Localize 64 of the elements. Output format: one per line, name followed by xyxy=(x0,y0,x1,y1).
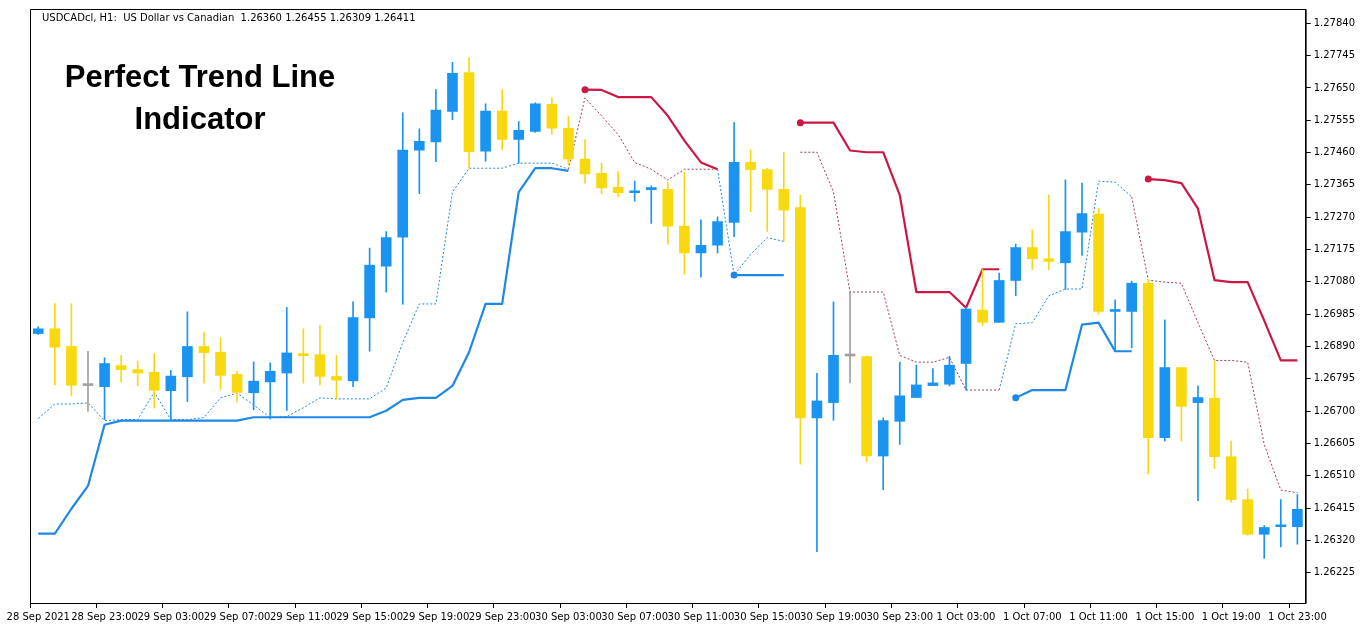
x-tick-label: 1 Oct 03:00 xyxy=(936,610,996,622)
candlestick xyxy=(49,303,61,386)
candlestick xyxy=(413,128,425,195)
x-tick-label: 30 Sep 11:00 xyxy=(667,610,735,622)
point xyxy=(796,119,804,127)
candlestick xyxy=(82,350,94,412)
x-tick-label: 29 Sep 15:00 xyxy=(336,610,403,622)
y-tick-label: 1.27460 xyxy=(1313,146,1356,158)
candlestick xyxy=(645,185,657,224)
y-tick-label: 1.27745 xyxy=(1313,49,1356,61)
candlestick xyxy=(612,171,624,198)
point xyxy=(1012,394,1020,402)
y-tick-label: 1.26700 xyxy=(1313,404,1356,416)
candlestick xyxy=(695,219,707,278)
candlestick xyxy=(1192,385,1204,501)
x-tick-label: 1 Oct 15:00 xyxy=(1135,610,1195,622)
x-tick-label: 1 Oct 19:00 xyxy=(1201,610,1261,622)
y-tick-label: 1.26225 xyxy=(1313,566,1356,578)
y-tick-label: 1.26795 xyxy=(1313,372,1356,384)
y-tick-label: 1.26415 xyxy=(1313,501,1356,513)
x-tick-label: 29 Sep 07:00 xyxy=(203,610,271,622)
x-tick-label: 29 Sep 03:00 xyxy=(137,610,205,622)
x-tick-label: 30 Sep 23:00 xyxy=(866,610,934,622)
y-tick-label: 1.27840 xyxy=(1313,16,1356,28)
y-tick-label: 1.26605 xyxy=(1313,437,1356,449)
x-tick-label: 1 Oct 11:00 xyxy=(1069,610,1128,622)
x-tick-label: 30 Sep 07:00 xyxy=(601,610,669,622)
y-tick-label: 1.26890 xyxy=(1313,340,1356,352)
candlestick xyxy=(264,362,276,420)
x-tick-label: 30 Sep 15:00 xyxy=(733,610,801,622)
candlestick xyxy=(132,360,144,387)
text: Perfect Trend Line Indicator xyxy=(63,58,337,138)
y-tick-label: 1.27080 xyxy=(1313,275,1356,287)
x-tick-label: 1 Oct 23:00 xyxy=(1267,610,1327,622)
x-tick-label: 28 Sep 2021 xyxy=(6,610,70,622)
candlestick xyxy=(1109,299,1121,352)
x-tick-label: 29 Sep 11:00 xyxy=(269,610,337,622)
x-tick-label: 1 Oct 07:00 xyxy=(1002,610,1062,622)
point xyxy=(730,271,738,279)
candlestick xyxy=(811,373,823,552)
y-tick-label: 1.26320 xyxy=(1313,534,1356,545)
candlestick xyxy=(1043,194,1055,270)
x-tick-label: 30 Sep 03:00 xyxy=(535,610,602,622)
candlestick xyxy=(1258,525,1270,559)
y-tick-label: 1.27175 xyxy=(1313,243,1356,255)
candlestick xyxy=(629,180,641,202)
candlestick xyxy=(198,331,210,384)
candlestick xyxy=(1275,499,1287,548)
x-tick-label: 29 Sep 23:00 xyxy=(468,610,536,622)
y-tick-label: 1.26510 xyxy=(1313,469,1356,481)
x-tick-label: 28 Sep 23:00 xyxy=(71,610,138,622)
candlestick xyxy=(115,355,127,383)
y-tick-label: 1.27650 xyxy=(1313,81,1356,93)
y-tick-label: 1.27270 xyxy=(1313,210,1356,222)
candlestick xyxy=(281,307,293,411)
point xyxy=(581,86,589,94)
y-tick-label: 1.27365 xyxy=(1313,178,1356,190)
chart-subtitle: USDCADcl, H1: US Dollar vs Canadian 1.26360 1.26455 1.26309 1.26411 xyxy=(40,12,418,23)
y-tick-label: 1.26985 xyxy=(1313,307,1356,319)
x-tick-label: 30 Sep 19:00 xyxy=(800,610,867,622)
point xyxy=(1144,175,1152,183)
x-tick-label: 29 Sep 19:00 xyxy=(402,610,470,622)
y-tick-label: 1.27555 xyxy=(1313,113,1356,125)
candlestick xyxy=(778,151,790,242)
